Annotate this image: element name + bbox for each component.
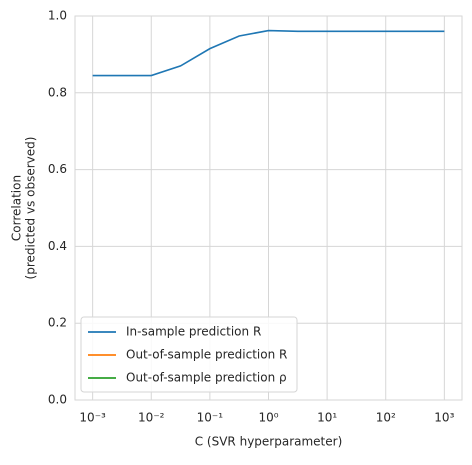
y-tick-label: 0.6 — [48, 162, 67, 176]
x-tick-label: 10⁰ — [258, 411, 278, 425]
y-tick-label: 1.0 — [48, 9, 67, 23]
y-axis-label: (predicted vs observed) — [24, 137, 38, 280]
y-tick-label: 0.0 — [48, 393, 67, 407]
series-line — [92, 29, 445, 77]
x-tick-label: 10⁻² — [138, 411, 165, 425]
x-tick-label: 10² — [376, 411, 396, 425]
x-tick-label: 10³ — [434, 411, 454, 425]
x-tick-label: 10¹ — [317, 411, 337, 425]
y-axis-label: Correlation — [10, 175, 24, 241]
x-tick-label: 10⁻¹ — [197, 411, 224, 425]
y-tick-label: 0.2 — [48, 316, 67, 330]
legend-label: Out-of-sample prediction R — [126, 348, 287, 362]
legend-label: Out-of-sample prediction ρ — [126, 371, 287, 385]
x-tick-label: 10⁻³ — [79, 411, 106, 425]
legend-label: In-sample prediction R — [126, 325, 261, 339]
x-axis-label: C (SVR hyperparameter) — [195, 435, 343, 449]
y-tick-label: 0.8 — [48, 85, 67, 99]
plot-frame — [74, 15, 463, 401]
y-tick-label: 0.4 — [48, 239, 67, 253]
legend-box — [80, 316, 298, 393]
